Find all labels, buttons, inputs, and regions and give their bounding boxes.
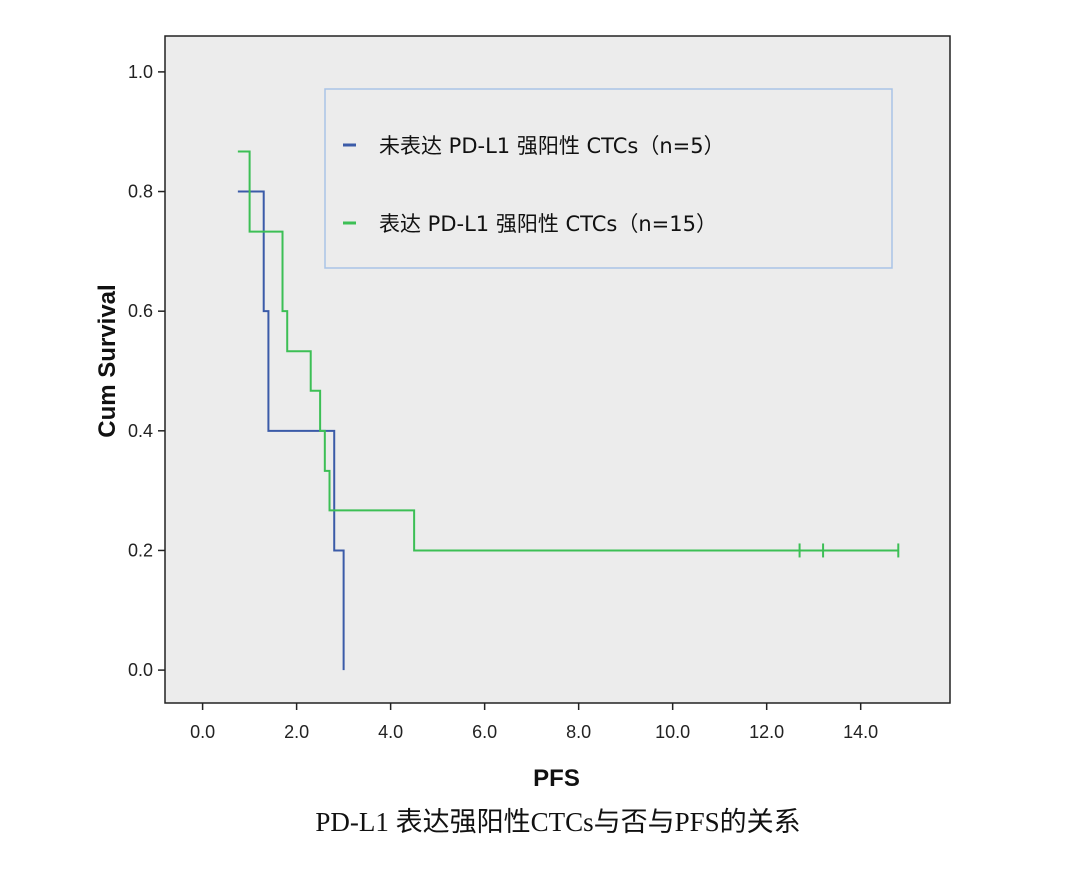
y-axis-title: Cum Survival bbox=[94, 284, 121, 437]
x-tick-label: 6.0 bbox=[472, 722, 497, 742]
series-2-curve bbox=[237, 150, 899, 552]
figure-caption: PD-L1 表达强阳性CTCs与否与PFS的关系 bbox=[315, 807, 801, 837]
legend: 未表达 PD-L1 强阳性 CTCs（n=5） 表达 PD-L1 强阳性 CTCs… bbox=[324, 88, 893, 269]
x-axis-title: PFS bbox=[533, 765, 580, 792]
x-tick-label: 14.0 bbox=[843, 722, 878, 742]
x-tick-label: 8.0 bbox=[566, 722, 591, 742]
x-tick-label: 0.0 bbox=[190, 722, 215, 742]
y-tick-label: 1.0 bbox=[128, 62, 153, 82]
y-tick-label: 0.2 bbox=[128, 540, 153, 560]
y-axis: 0.0 0.2 0.4 0.6 0.8 1.0 bbox=[128, 62, 165, 680]
y-tick-label: 0.6 bbox=[128, 301, 153, 321]
x-axis: 0.0 2.0 4.0 6.0 8.0 10.0 12.0 14.0 bbox=[190, 703, 878, 742]
x-tick-label: 10.0 bbox=[655, 722, 690, 742]
y-tick-label: 0.0 bbox=[128, 660, 153, 680]
y-tick-label: 0.4 bbox=[128, 421, 153, 441]
x-tick-label: 4.0 bbox=[378, 722, 403, 742]
survival-curves bbox=[237, 150, 900, 671]
x-tick-label: 12.0 bbox=[749, 722, 784, 742]
x-tick-label: 2.0 bbox=[284, 722, 309, 742]
y-tick-label: 0.8 bbox=[128, 182, 153, 202]
legend-box bbox=[324, 88, 893, 269]
legend-label-1: 未表达 PD-L1 强阳性 CTCs（n=5） bbox=[379, 134, 725, 158]
legend-label-2: 表达 PD-L1 强阳性 CTCs（n=15） bbox=[379, 212, 717, 236]
